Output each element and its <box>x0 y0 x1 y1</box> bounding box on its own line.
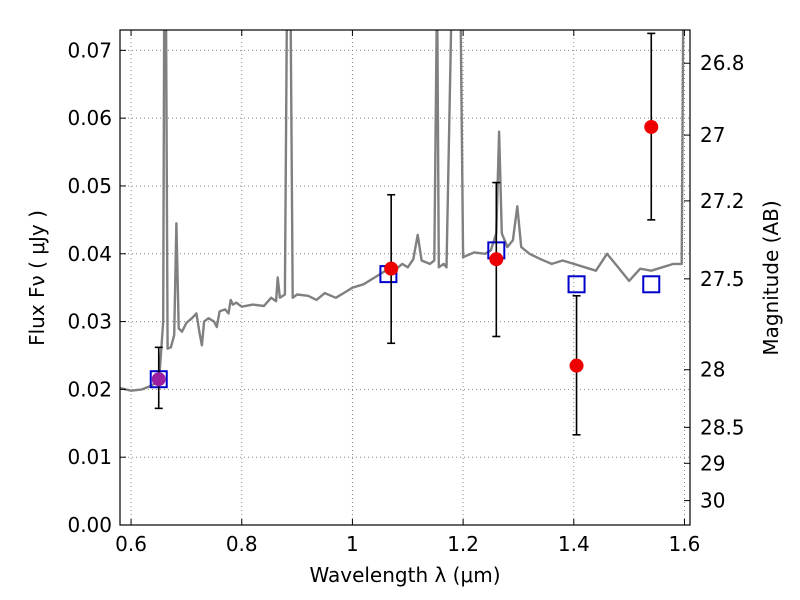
y-tick-label: 0.04 <box>67 242 112 266</box>
y2-tick-label: 27.5 <box>700 267 745 291</box>
y-tick-label: 0.00 <box>67 513 112 537</box>
spectrum-line <box>120 30 685 392</box>
x-tick-label: 1.4 <box>558 532 590 556</box>
y2-tick-label: 28.5 <box>700 415 745 439</box>
plot-frame <box>119 29 691 526</box>
x-tick-label: 1 <box>346 532 359 556</box>
photometry-point <box>384 261 399 276</box>
y2-tick-label: 28 <box>700 358 725 382</box>
model-square <box>567 275 586 294</box>
x-tick-label: 0.8 <box>226 532 258 556</box>
y2-tick-label: 29 <box>700 451 725 475</box>
x-tick-label: 1.6 <box>669 532 701 556</box>
y2-tick-label: 27 <box>700 123 725 147</box>
photometry-point <box>151 372 166 387</box>
y-tick-label: 0.05 <box>67 174 112 198</box>
grid <box>120 30 690 526</box>
y-tick-label: 0.06 <box>67 106 112 130</box>
y2-axis-label: Magnitude (AB) <box>759 200 783 355</box>
y2-tick-label: 26.8 <box>700 51 745 75</box>
axes: 0.6 0.8 1 1.2 1.4 1.6 0.00 0.01 0.02 0.03 0.04 0.05… <box>67 30 745 556</box>
y-tick-label: 0.07 <box>67 38 112 62</box>
x-axis-label: Wavelength λ (μm) <box>309 563 500 587</box>
y2-tick-label: 30 <box>700 489 725 513</box>
y-axis-label: Flux Fν ( μJy ) <box>25 210 49 346</box>
x-tick-label: 1.2 <box>447 532 479 556</box>
photometry-point <box>489 252 504 267</box>
y-tick-label: 0.01 <box>67 445 112 469</box>
x-tick-label: 0.6 <box>115 532 147 556</box>
plot-area <box>120 30 685 436</box>
photometry-point <box>569 358 584 373</box>
y-tick-label: 0.02 <box>67 377 112 401</box>
photometry-point <box>644 119 659 134</box>
y2-tick-label: 27.2 <box>700 189 745 213</box>
model-square <box>642 275 661 294</box>
y-tick-label: 0.03 <box>67 310 112 334</box>
